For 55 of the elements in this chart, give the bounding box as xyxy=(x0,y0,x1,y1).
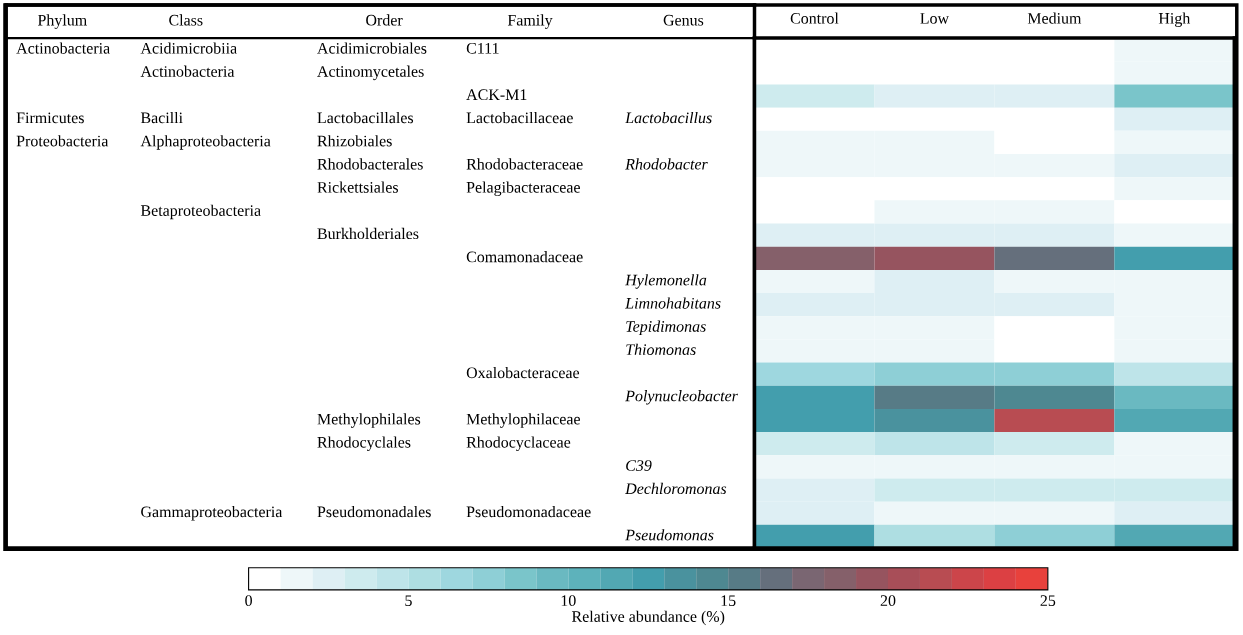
x-tick-label: Control xyxy=(790,12,839,24)
color-bar-label: 0 xyxy=(245,595,252,607)
text: Actinobacteria xyxy=(140,65,235,77)
text: Polynucleobacter xyxy=(625,390,738,405)
x-tick-label: Low xyxy=(920,13,949,24)
text: Pelagibacteraceae xyxy=(466,181,580,197)
text: Firmicutes xyxy=(16,112,84,124)
text: Pseudomonadales xyxy=(317,506,431,518)
x-tick-label: High xyxy=(1158,12,1191,27)
color-bar-label: 25 xyxy=(1040,595,1056,607)
text: Methylophilaceae xyxy=(466,413,580,428)
text: Oxalobacteraceae xyxy=(466,366,580,379)
text: Thiomonas xyxy=(626,343,696,355)
category-label: Family xyxy=(507,14,553,29)
category-label: Order xyxy=(366,14,403,26)
color-bar-label: 5 xyxy=(405,595,412,607)
text: Burkholderiales xyxy=(317,227,419,240)
text: Rhizobiales xyxy=(317,135,392,147)
text: Comamonadaceae xyxy=(466,251,583,263)
text: Actinobacteria xyxy=(16,42,110,54)
text: Acidimicrobiia xyxy=(140,42,237,54)
color-bar-title: Relative abundance (%) xyxy=(571,610,725,626)
color-bar-label: 15 xyxy=(721,595,736,607)
text: Rhodobacteraceae xyxy=(466,158,583,170)
category-label: Phylum xyxy=(37,14,87,29)
category-label: Genus xyxy=(663,14,704,26)
text: Rhodocyclaceae xyxy=(466,436,571,451)
text: Alphaproteobacteria xyxy=(140,135,271,150)
color-bar-label: 20 xyxy=(880,595,896,607)
color-bar-label: 10 xyxy=(561,595,576,607)
text: C111 xyxy=(466,42,499,54)
text: Proteobacteria xyxy=(16,135,109,147)
text: Lactobacillus xyxy=(625,111,712,124)
text: Tepidimonas xyxy=(626,320,706,336)
text: Actinomycetales xyxy=(317,65,424,81)
text: Gammaproteobacteria xyxy=(141,506,283,521)
text: Acidimicrobiales xyxy=(317,42,427,54)
text: Dechloromonas xyxy=(625,482,727,495)
text: Lactobacillales xyxy=(317,111,414,124)
text: Pseudomonadaceae xyxy=(466,506,591,518)
text: ACK-M1 xyxy=(466,89,527,101)
category-label: Class xyxy=(169,14,203,26)
text: Rhodobacterales xyxy=(317,158,423,170)
text: Rhodobacter xyxy=(625,158,708,170)
text: Methylophilales xyxy=(317,413,421,428)
text: Hylemonella xyxy=(625,274,707,289)
text: Betaproteobacteria xyxy=(140,204,261,220)
text: Pseudomonas xyxy=(625,529,714,541)
text: C39 xyxy=(626,460,652,471)
text: Limnohabitans xyxy=(625,297,721,309)
text: Rhodocyclales xyxy=(317,436,411,451)
text: Bacilli xyxy=(140,111,183,124)
text: Lactobacillaceae xyxy=(466,111,573,124)
text: Rickettsiales xyxy=(317,181,398,193)
x-tick-label: Medium xyxy=(1027,12,1082,24)
